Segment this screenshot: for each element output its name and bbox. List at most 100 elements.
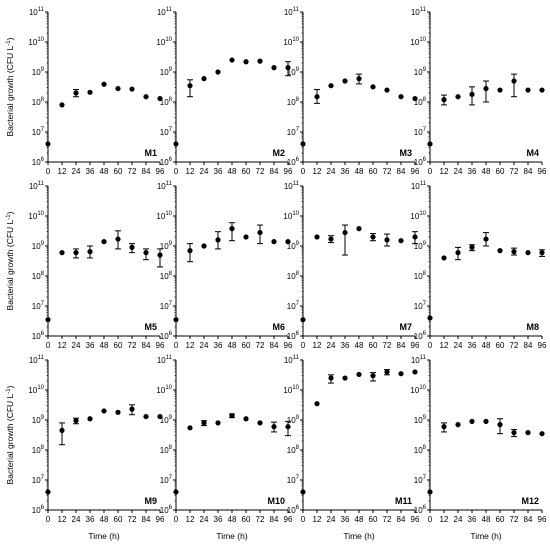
x-tick-label: 0 xyxy=(174,341,179,350)
x-tick-label: 84 xyxy=(524,167,533,176)
data-point xyxy=(87,416,93,422)
panel-m8: 106 107 108 109 1010 1011 0 12 24 36 48 60 72 84 96 M8 xyxy=(410,181,547,350)
x-tick-label: 96 xyxy=(411,167,420,176)
x-tick-label: 12 xyxy=(186,341,195,350)
data-point xyxy=(511,430,517,436)
data-point xyxy=(497,248,503,254)
y-tick-label: 1011 xyxy=(157,355,173,365)
y-tick-label: 107 xyxy=(414,127,427,137)
data-point xyxy=(257,229,263,236)
y-tick-label: 109 xyxy=(160,241,173,251)
x-tick-label: 24 xyxy=(200,341,209,350)
y-tick-label: 109 xyxy=(32,241,45,251)
data-point xyxy=(483,236,489,242)
x-tick-label: 36 xyxy=(214,167,223,176)
panel-label: M4 xyxy=(526,148,539,158)
data-point xyxy=(455,94,461,100)
x-tick-label: 72 xyxy=(510,515,519,524)
x-tick-label: 48 xyxy=(228,515,237,524)
x-tick-label: 48 xyxy=(100,167,109,176)
y-tick-label: 106 xyxy=(287,505,300,515)
x-tick-label: 84 xyxy=(397,341,406,350)
x-tick-label: 84 xyxy=(270,167,279,176)
x-tick-label: 72 xyxy=(128,515,137,524)
data-point xyxy=(73,90,79,96)
y-tick-label: 106 xyxy=(287,157,300,167)
y-tick-label: 106 xyxy=(414,331,427,341)
data-point xyxy=(229,57,235,63)
y-tick-label: 109 xyxy=(32,415,45,425)
x-tick-label: 96 xyxy=(538,167,547,176)
x-tick-label: 96 xyxy=(538,515,547,524)
panel-m2: 106 107 108 109 1010 1011 0 12 24 36 48 60 72 84 96 M2 xyxy=(156,7,293,176)
data-point xyxy=(441,255,447,261)
x-tick-label: 24 xyxy=(72,167,81,176)
y-tick-label: 109 xyxy=(414,415,427,425)
panel-label: M1 xyxy=(144,148,157,158)
x-tick-label: 36 xyxy=(341,167,350,176)
x-tick-label: 84 xyxy=(397,167,406,176)
x-axis-title: Time (h) xyxy=(343,531,374,541)
y-tick-label: 109 xyxy=(287,241,300,251)
y-tick-label: 1011 xyxy=(411,7,427,17)
x-tick-label: 48 xyxy=(482,515,491,524)
x-axis-title: Time (h) xyxy=(216,531,247,541)
x-tick-label: 84 xyxy=(397,515,406,524)
y-tick-label: 1011 xyxy=(411,355,427,365)
data-point xyxy=(143,94,149,100)
panel-label: M10 xyxy=(267,496,285,506)
x-tick-label: 72 xyxy=(128,341,137,350)
x-tick-label: 60 xyxy=(114,515,123,524)
x-tick-label: 0 xyxy=(428,167,433,176)
data-point xyxy=(285,424,291,430)
data-point xyxy=(157,413,163,420)
panel-m10: 106 107 108 109 1010 1011 0 12 24 36 48 60 72 84 96 M10… xyxy=(156,355,293,541)
data-point xyxy=(455,422,461,428)
data-point xyxy=(412,369,418,375)
x-tick-label: 84 xyxy=(142,167,151,176)
x-tick-label: 12 xyxy=(58,167,67,176)
x-tick-label: 24 xyxy=(327,167,336,176)
x-tick-label: 36 xyxy=(86,167,95,176)
x-tick-label: 12 xyxy=(313,341,322,350)
data-point xyxy=(129,406,135,412)
x-tick-label: 0 xyxy=(46,341,51,350)
x-tick-label: 0 xyxy=(301,167,306,176)
data-point xyxy=(469,244,475,250)
y-tick-label: 1010 xyxy=(283,385,299,395)
y-tick-label: 107 xyxy=(287,301,300,311)
x-tick-label: 96 xyxy=(156,515,165,524)
data-point xyxy=(243,59,249,65)
x-tick-label: 48 xyxy=(355,515,364,524)
y-tick-label: 106 xyxy=(160,157,173,167)
y-tick-label: 1010 xyxy=(156,385,172,395)
x-tick-label: 12 xyxy=(313,515,322,524)
y-tick-label: 108 xyxy=(287,271,300,281)
x-tick-label: 12 xyxy=(186,515,195,524)
data-point xyxy=(539,431,545,437)
y-tick-label: 1011 xyxy=(411,181,427,191)
y-tick-label: 1011 xyxy=(284,181,300,191)
x-tick-label: 60 xyxy=(114,341,123,350)
x-tick-label: 48 xyxy=(100,341,109,350)
data-point xyxy=(398,371,404,377)
x-tick-label: 72 xyxy=(128,167,137,176)
x-tick-label: 48 xyxy=(355,167,364,176)
data-point xyxy=(201,76,207,82)
x-tick-label: 96 xyxy=(411,341,420,350)
x-tick-label: 60 xyxy=(242,515,251,524)
data-point xyxy=(427,489,433,495)
data-point xyxy=(455,250,461,256)
data-point xyxy=(384,237,390,243)
data-point xyxy=(143,250,149,256)
data-point xyxy=(370,234,376,240)
x-tick-label: 72 xyxy=(510,167,519,176)
data-point xyxy=(328,83,334,89)
x-tick-label: 84 xyxy=(270,515,279,524)
x-tick-label: 0 xyxy=(301,515,306,524)
data-point xyxy=(539,250,545,256)
data-point xyxy=(398,94,404,100)
data-point xyxy=(129,244,135,250)
y-tick-label: 108 xyxy=(414,97,427,107)
